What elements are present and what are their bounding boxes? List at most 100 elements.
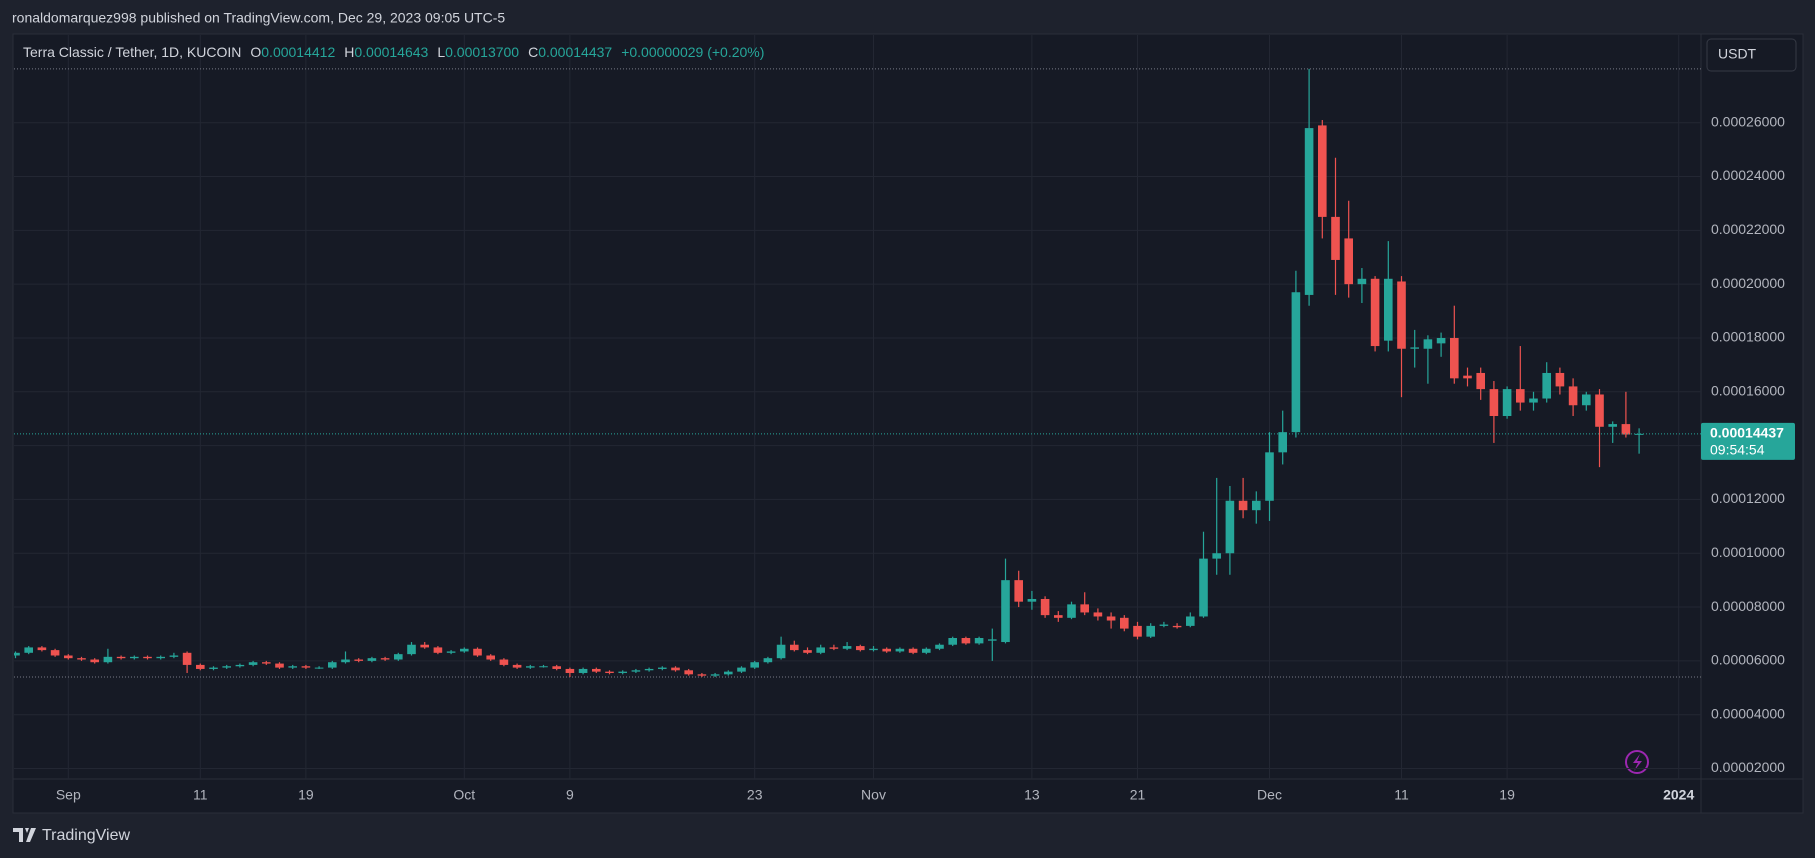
- candle-body: [1238, 500, 1248, 511]
- candle-body: [1410, 347, 1419, 349]
- candle-body: [367, 658, 377, 661]
- candle-body: [512, 664, 522, 668]
- candle-body: [1067, 604, 1076, 618]
- candle-body: [14, 652, 20, 656]
- candle-body: [908, 648, 918, 653]
- candle-body: [420, 644, 429, 648]
- candle-body: [882, 648, 891, 652]
- candle-body: [1172, 625, 1182, 628]
- candle-body: [869, 648, 878, 651]
- candle-body: [328, 662, 337, 668]
- candle-body: [1384, 278, 1393, 341]
- candle-body: [314, 667, 324, 669]
- y-tick-label: 0.00010000: [1711, 544, 1785, 560]
- ohlc-key: L: [437, 44, 446, 60]
- ohlc-value: 0.00014437: [538, 44, 613, 60]
- candle-body: [248, 662, 258, 665]
- y-tick-label: 0.00018000: [1711, 329, 1785, 345]
- candle-body: [750, 662, 759, 668]
- candle-body: [671, 667, 680, 671]
- candle-body: [37, 647, 47, 651]
- x-tick-label: Nov: [861, 787, 886, 803]
- candle-body: [182, 652, 192, 665]
- ohlc-key: H: [344, 44, 355, 60]
- candle-body: [1054, 615, 1063, 618]
- candle-body: [1595, 394, 1604, 427]
- footer-logo: [13, 828, 36, 842]
- candle-body: [961, 638, 971, 644]
- candle-body: [1529, 398, 1538, 403]
- legend: Terra Classic / Tether, 1D, KUCOIN O 0.00…: [23, 44, 764, 60]
- candle-body: [816, 647, 825, 653]
- candle-body: [1159, 624, 1169, 626]
- candle-body: [1608, 424, 1617, 427]
- candle-body: [1582, 394, 1591, 406]
- candle-body: [1014, 580, 1023, 602]
- candle-body: [1331, 216, 1340, 260]
- candle-body: [1621, 424, 1631, 435]
- x-tick-label: 11: [1394, 787, 1409, 803]
- candle-body: [895, 648, 905, 652]
- candle-body: [526, 666, 535, 668]
- currency-label: USDT: [1718, 46, 1757, 62]
- countdown: 09:54:54: [1710, 442, 1765, 458]
- candle-body: [1423, 339, 1433, 349]
- logo-mark: [13, 828, 36, 842]
- x-tick-label: 19: [1499, 787, 1515, 803]
- candle-body: [222, 666, 231, 668]
- candle-body: [1463, 375, 1472, 379]
- candle-body: [710, 674, 720, 676]
- candle-body: [1106, 616, 1116, 621]
- ohlc-value: 0.00013700: [445, 44, 520, 60]
- lightning-icon[interactable]: [1625, 750, 1649, 774]
- candle-body: [631, 670, 641, 672]
- icon-circle: [1625, 750, 1649, 774]
- candle-body: [618, 671, 627, 673]
- y-tick-label: 0.00004000: [1711, 705, 1785, 721]
- candle-body: [196, 664, 205, 669]
- candle-body: [143, 656, 152, 659]
- candle-body: [644, 668, 654, 671]
- candle-body: [288, 666, 297, 668]
- x-tick-label: 23: [747, 787, 763, 803]
- candle-body: [77, 658, 86, 660]
- candle-body: [130, 656, 139, 659]
- candle-body: [948, 638, 957, 645]
- candle-body: [433, 647, 443, 653]
- currency-button[interactable]: [1706, 38, 1797, 72]
- candle-body: [446, 651, 456, 653]
- candle-body: [539, 666, 548, 668]
- candle-body: [803, 650, 812, 653]
- candle-body: [1476, 372, 1485, 390]
- candle-body: [1555, 372, 1565, 387]
- candle-body: [842, 646, 852, 649]
- candle-body: [473, 648, 482, 656]
- candle-body: [1212, 553, 1221, 559]
- candle-body: [1265, 452, 1274, 501]
- candle-body: [1080, 604, 1089, 613]
- candle-body: [1489, 389, 1499, 417]
- candle-body: [1146, 625, 1155, 637]
- candle-body: [658, 667, 667, 669]
- y-tick-label: 0.00020000: [1711, 275, 1785, 291]
- price-label-box: [1701, 422, 1795, 460]
- y-tick-label: 0.00016000: [1711, 383, 1785, 399]
- candle-body: [209, 667, 218, 669]
- x-tick-label: 11: [193, 787, 208, 803]
- y-tick-label: 0.00006000: [1711, 652, 1785, 668]
- ohlc-key: O: [250, 44, 262, 60]
- candle-body: [935, 644, 944, 649]
- candle-body: [156, 656, 165, 659]
- ohlc-value: 0.00014412: [261, 44, 336, 60]
- candle-body: [499, 659, 509, 665]
- price-label: 0.00014437: [1710, 425, 1784, 441]
- ohlc-value: 0.00014643: [354, 44, 429, 60]
- y-tick-label: 0.00024000: [1711, 167, 1785, 183]
- candle-body: [64, 655, 73, 659]
- candle-body: [1186, 616, 1195, 626]
- candle-body: [1040, 598, 1050, 616]
- candle-body: [407, 644, 416, 655]
- candle-body: [1397, 281, 1406, 349]
- candle-body: [341, 659, 350, 663]
